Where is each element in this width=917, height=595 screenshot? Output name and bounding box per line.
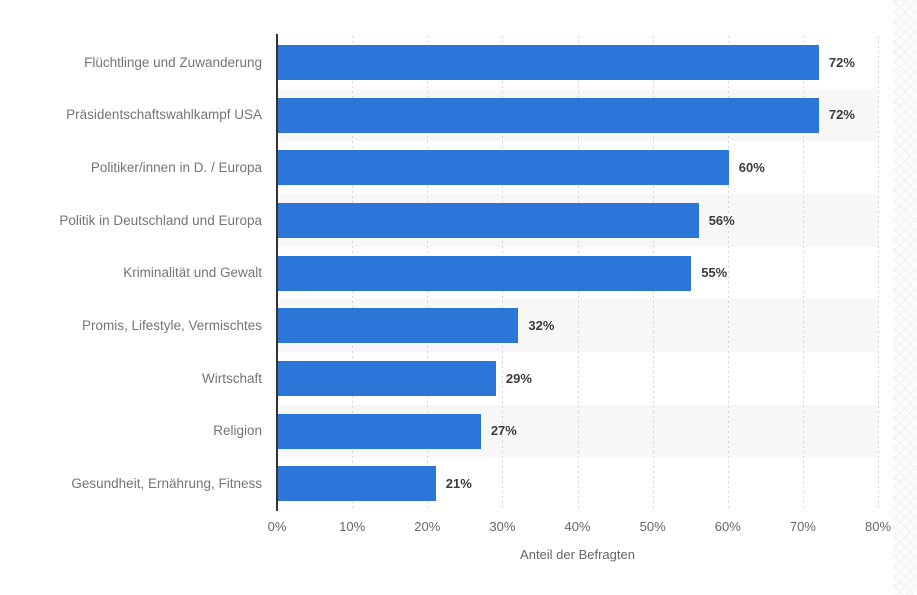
bar-value-label: 72% bbox=[828, 107, 855, 123]
decorative-watermark-strip bbox=[893, 0, 917, 595]
category-label: Religion bbox=[213, 423, 262, 439]
bar-value-label: 21% bbox=[445, 476, 472, 492]
bar[interactable] bbox=[278, 360, 496, 396]
bar-value-label: 60% bbox=[738, 160, 765, 176]
x-tick-label: 20% bbox=[414, 519, 441, 534]
category-label: Präsidentschaftswahlkampf USA bbox=[66, 107, 262, 123]
bar[interactable] bbox=[278, 97, 819, 133]
bar[interactable] bbox=[278, 255, 692, 291]
vertical-gridline bbox=[727, 36, 729, 510]
category-label: Promis, Lifestyle, Vermischtes bbox=[81, 318, 262, 334]
bar[interactable] bbox=[278, 413, 481, 449]
bar[interactable] bbox=[278, 44, 819, 80]
x-tick-label: 30% bbox=[489, 519, 516, 534]
bar[interactable] bbox=[278, 466, 436, 502]
x-tick-label: 50% bbox=[639, 519, 666, 534]
bar-value-label: 32% bbox=[528, 318, 555, 334]
category-label: Flüchtlinge und Zuwanderung bbox=[84, 54, 262, 70]
bar-value-label: 55% bbox=[701, 265, 728, 281]
vertical-gridline bbox=[802, 36, 804, 510]
x-tick-label: 70% bbox=[789, 519, 816, 534]
bar-value-label: 72% bbox=[828, 54, 855, 70]
x-tick-label: 80% bbox=[864, 519, 892, 534]
category-label: Politiker/innen in D. / Europa bbox=[90, 160, 262, 176]
x-axis-title: Anteil der Befragten bbox=[520, 547, 635, 562]
bar[interactable] bbox=[278, 202, 699, 238]
bar-value-label: 56% bbox=[708, 212, 735, 228]
bar-value-label: 27% bbox=[490, 423, 517, 439]
bar-value-label: 29% bbox=[505, 370, 532, 386]
x-tick-label: 10% bbox=[339, 519, 366, 534]
category-label: Gesundheit, Ernährung, Fitness bbox=[71, 476, 262, 492]
x-tick-label: 0% bbox=[267, 519, 287, 534]
vertical-gridline bbox=[878, 36, 879, 510]
bar[interactable] bbox=[278, 308, 519, 344]
x-tick-label: 60% bbox=[714, 519, 741, 534]
category-label: Politik in Deutschland und Europa bbox=[59, 212, 262, 228]
x-tick-label: 40% bbox=[564, 519, 591, 534]
category-label: Kriminalität und Gewalt bbox=[123, 265, 262, 281]
category-label: Wirtschaft bbox=[201, 370, 262, 386]
y-axis-line bbox=[276, 34, 278, 511]
bar[interactable] bbox=[278, 150, 729, 186]
